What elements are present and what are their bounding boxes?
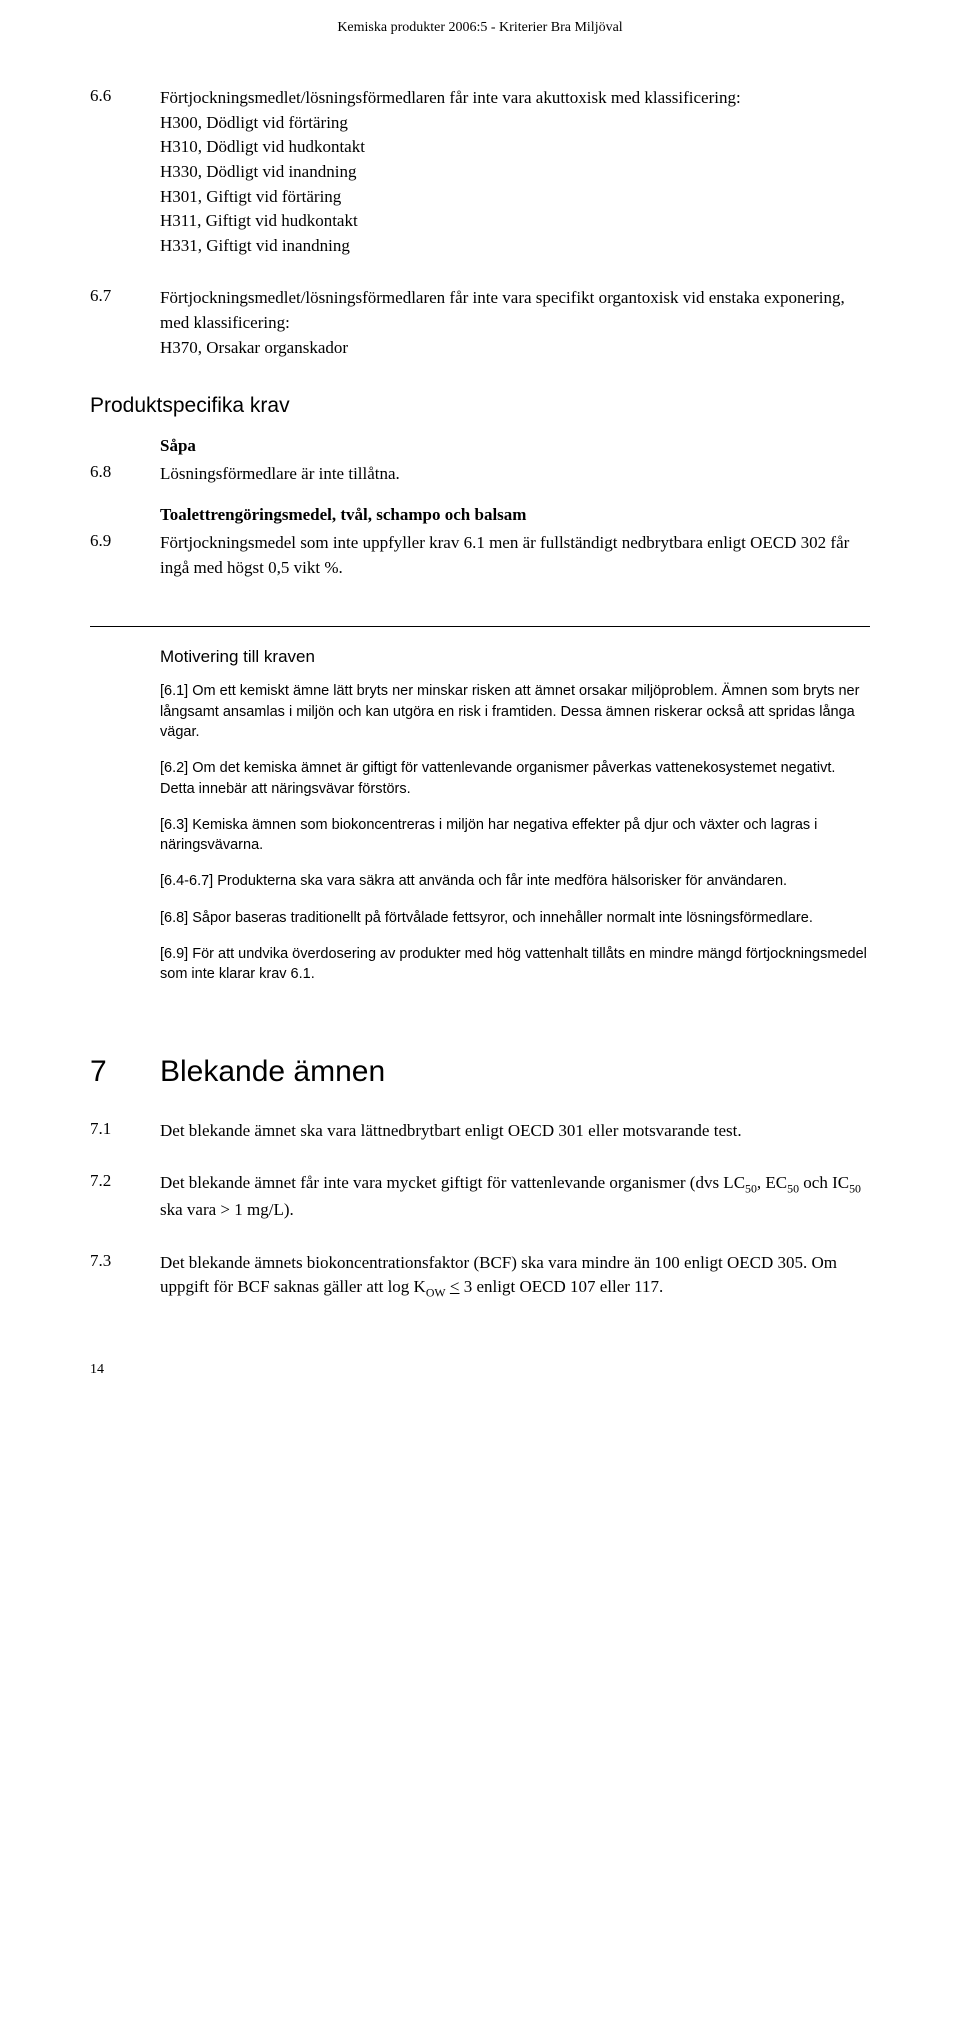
- document-page: Kemiska produkter 2006:5 - Kriterier Bra…: [0, 0, 960, 1418]
- criterion-number: 6.7: [90, 286, 160, 360]
- chapter-title: Blekande ämnen: [160, 1055, 385, 1089]
- motivation-item: [6.3] Kemiska ämnen som biokoncentreras …: [160, 815, 870, 856]
- criterion-number: 6.6: [90, 86, 160, 258]
- text-part: 3 enligt OECD 107 eller 117.: [464, 1277, 664, 1296]
- criterion-6-8: 6.8 Lösningsförmedlare är inte tillåtna.: [90, 462, 870, 487]
- chapter-7-heading: 7 Blekande ämnen: [90, 1055, 870, 1089]
- page-number: 14: [90, 1362, 870, 1378]
- hazard-code: H300, Dödligt vid förtäring: [160, 111, 870, 136]
- criterion-text: Det blekande ämnet får inte vara mycket …: [160, 1171, 870, 1222]
- criterion-7-2: 7.2 Det blekande ämnet får inte vara myc…: [90, 1171, 870, 1222]
- criterion-lead: Förtjockningsmedlet/lösningsförmedlaren …: [160, 88, 741, 107]
- motivation-item: [6.1] Om ett kemiskt ämne lätt bryts ner…: [160, 681, 870, 742]
- hazard-code: H301, Giftigt vid förtäring: [160, 185, 870, 210]
- criterion-number: 7.3: [90, 1251, 160, 1302]
- criterion-6-7: 6.7 Förtjockningsmedlet/lösningsförmedla…: [90, 286, 870, 360]
- motivation-item: [6.8] Såpor baseras traditionellt på för…: [160, 908, 870, 928]
- criterion-number: 6.9: [90, 531, 160, 580]
- divider: [90, 626, 870, 627]
- criterion-6-9: 6.9 Förtjockningsmedel som inte uppfylle…: [90, 531, 870, 580]
- criterion-number: 7.1: [90, 1119, 160, 1144]
- subscript: OW: [426, 1286, 446, 1300]
- criterion-number: 7.2: [90, 1171, 160, 1222]
- criterion-text: Lösningsförmedlare är inte tillåtna.: [160, 462, 870, 487]
- chapter-number: 7: [90, 1055, 160, 1089]
- criterion-number: 6.8: [90, 462, 160, 487]
- criterion-7-3: 7.3 Det blekande ämnets biokoncentration…: [90, 1251, 870, 1302]
- hazard-code: H310, Dödligt vid hudkontakt: [160, 135, 870, 160]
- lte-symbol: <: [450, 1277, 460, 1296]
- subsection-sapa: Såpa: [160, 436, 870, 456]
- subsection-toalett: Toalettrengöringsmedel, tvål, schampo oc…: [160, 505, 870, 525]
- subscript: 50: [787, 1182, 799, 1196]
- criterion-text: Förtjockningsmedel som inte uppfyller kr…: [160, 531, 870, 580]
- criterion-text: Förtjockningsmedlet/lösningsförmedlaren …: [160, 286, 870, 360]
- motivation-item: [6.4-6.7] Produkterna ska vara säkra att…: [160, 871, 870, 891]
- text-part: och IC: [799, 1173, 849, 1192]
- hazard-code: H311, Giftigt vid hudkontakt: [160, 209, 870, 234]
- text-part: ska vara > 1 mg/L).: [160, 1200, 294, 1219]
- criterion-6-6: 6.6 Förtjockningsmedlet/lösningsförmedla…: [90, 86, 870, 258]
- motivation-item: [6.9] För att undvika överdosering av pr…: [160, 944, 870, 985]
- running-head: Kemiska produkter 2006:5 - Kriterier Bra…: [90, 20, 870, 36]
- hazard-code: H330, Dödligt vid inandning: [160, 160, 870, 185]
- motivation-item: [6.2] Om det kemiska ämnet är giftigt fö…: [160, 758, 870, 799]
- hazard-code: H370, Orsakar organskador: [160, 336, 870, 361]
- hazard-code: H331, Giftigt vid inandning: [160, 234, 870, 259]
- criterion-text: Förtjockningsmedlet/lösningsförmedlaren …: [160, 86, 870, 258]
- section-heading: Produktspecifika krav: [90, 394, 870, 418]
- subscript: 50: [849, 1182, 861, 1196]
- subscript: 50: [745, 1182, 757, 1196]
- criterion-lead: Förtjockningsmedlet/lösningsförmedlaren …: [160, 288, 845, 332]
- text-part: , EC: [757, 1173, 787, 1192]
- criterion-text: Det blekande ämnet ska vara lättnedbrytb…: [160, 1119, 870, 1144]
- motivation-heading: Motivering till kraven: [160, 647, 870, 667]
- criterion-text: Det blekande ämnets biokoncentrationsfak…: [160, 1251, 870, 1302]
- text-part: Det blekande ämnet får inte vara mycket …: [160, 1173, 745, 1192]
- criterion-7-1: 7.1 Det blekande ämnet ska vara lättnedb…: [90, 1119, 870, 1144]
